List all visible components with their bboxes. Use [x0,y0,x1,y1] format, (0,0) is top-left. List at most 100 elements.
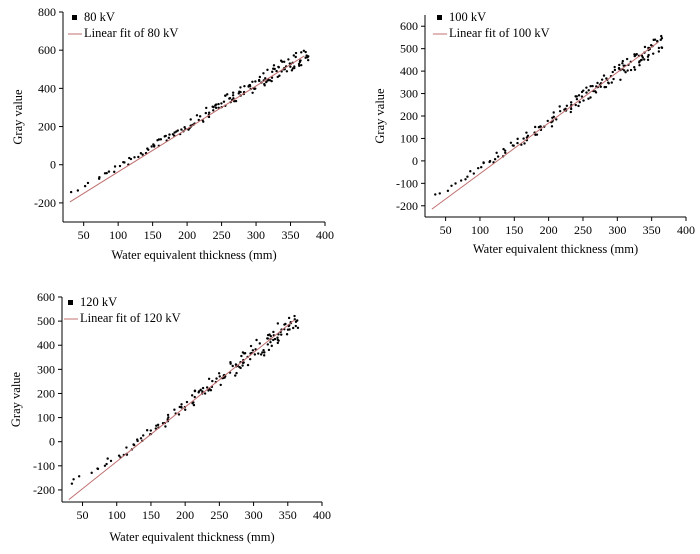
data-point [70,482,74,485]
data-point [516,141,519,145]
data-point [522,137,525,140]
legend-marker-points [437,15,442,20]
y-tick-label: 600 [400,19,418,33]
y-tick-label: 300 [400,87,418,101]
data-point [241,364,244,367]
data-point [574,103,577,107]
series-fit-line [68,319,295,500]
data-point [195,114,199,117]
y-tick-label: 400 [38,81,56,95]
data-point [493,158,497,161]
data-point [146,147,149,150]
data-point [211,105,214,108]
data-point [258,342,261,345]
data-point [621,62,624,65]
y-tick-label: -200 [33,483,55,497]
data-point [638,64,641,67]
data-point [446,189,450,193]
data-point [76,189,80,192]
data-point [296,326,300,330]
data-point [276,322,280,325]
data-point [569,101,573,104]
data-point [469,170,472,173]
data-point [482,161,485,165]
data-point [622,69,626,72]
data-point [136,439,139,443]
data-point [273,337,277,341]
data-point [214,106,218,110]
x-tick-label: 50 [77,508,89,522]
x-tick-label: 300 [608,223,626,237]
data-point [171,133,175,136]
data-point [285,70,289,73]
data-point [304,50,307,54]
data-point [569,107,573,111]
data-point [565,104,569,107]
x-tick-label: 100 [108,508,126,522]
data-point [203,392,207,395]
data-point [282,60,286,63]
data-point [272,338,275,342]
data-point [546,119,549,123]
data-point [226,93,229,96]
data-point [193,395,196,399]
data-point [593,90,597,93]
data-point [488,159,492,163]
data-point [257,352,260,355]
data-point [145,429,149,432]
data-point [480,166,483,169]
data-point [198,115,202,118]
data-point [98,175,101,179]
data-point [207,111,211,114]
data-point [503,149,507,152]
data-point [622,64,625,67]
data-point [217,102,220,106]
series-points [434,34,664,196]
data-point [185,400,189,404]
data-point [558,109,562,113]
data-point [552,111,555,114]
fit-line [68,319,295,500]
x-axis-title: Water equivalent thickness (mm) [111,248,276,262]
data-point [297,62,301,66]
data-point [123,161,126,164]
y-tick-label: 600 [38,43,56,57]
data-point [197,391,200,394]
data-point [660,37,664,40]
data-point [77,475,81,478]
data-point [611,70,614,74]
legend-label-fit: Linear fit of 120 kV [80,311,181,325]
data-point [113,170,116,174]
data-point [293,314,296,318]
data-point [297,64,301,68]
data-point [242,361,245,364]
data-point [128,156,131,160]
y-tick-label: 600 [37,290,55,304]
legend-label-fit: Linear fit of 100 kV [449,26,550,40]
data-point [293,66,296,70]
data-point [596,81,599,85]
data-point [504,151,507,154]
data-point [183,125,186,129]
data-point [187,128,190,131]
data-point [289,65,292,68]
data-point [190,394,194,397]
data-point [155,424,158,427]
x-axis-title: Water equivalent thickness (mm) [109,530,274,544]
y-tick-label: 200 [38,120,56,134]
y-tick-label: 200 [400,109,418,123]
data-point [647,53,650,57]
data-point [660,46,663,49]
data-point [577,94,581,97]
data-point [434,193,437,196]
data-point [617,66,621,70]
data-point [239,86,242,89]
data-point [280,60,284,63]
x-tick-label: 150 [142,508,160,522]
data-point [269,335,273,338]
data-point [603,85,606,89]
data-point [610,81,613,84]
data-point [276,75,279,79]
chart-panel-2: 50 100 150 200 250 300 350 400 -200 -100 0 100 200 30… [373,10,695,256]
data-point [133,156,136,159]
